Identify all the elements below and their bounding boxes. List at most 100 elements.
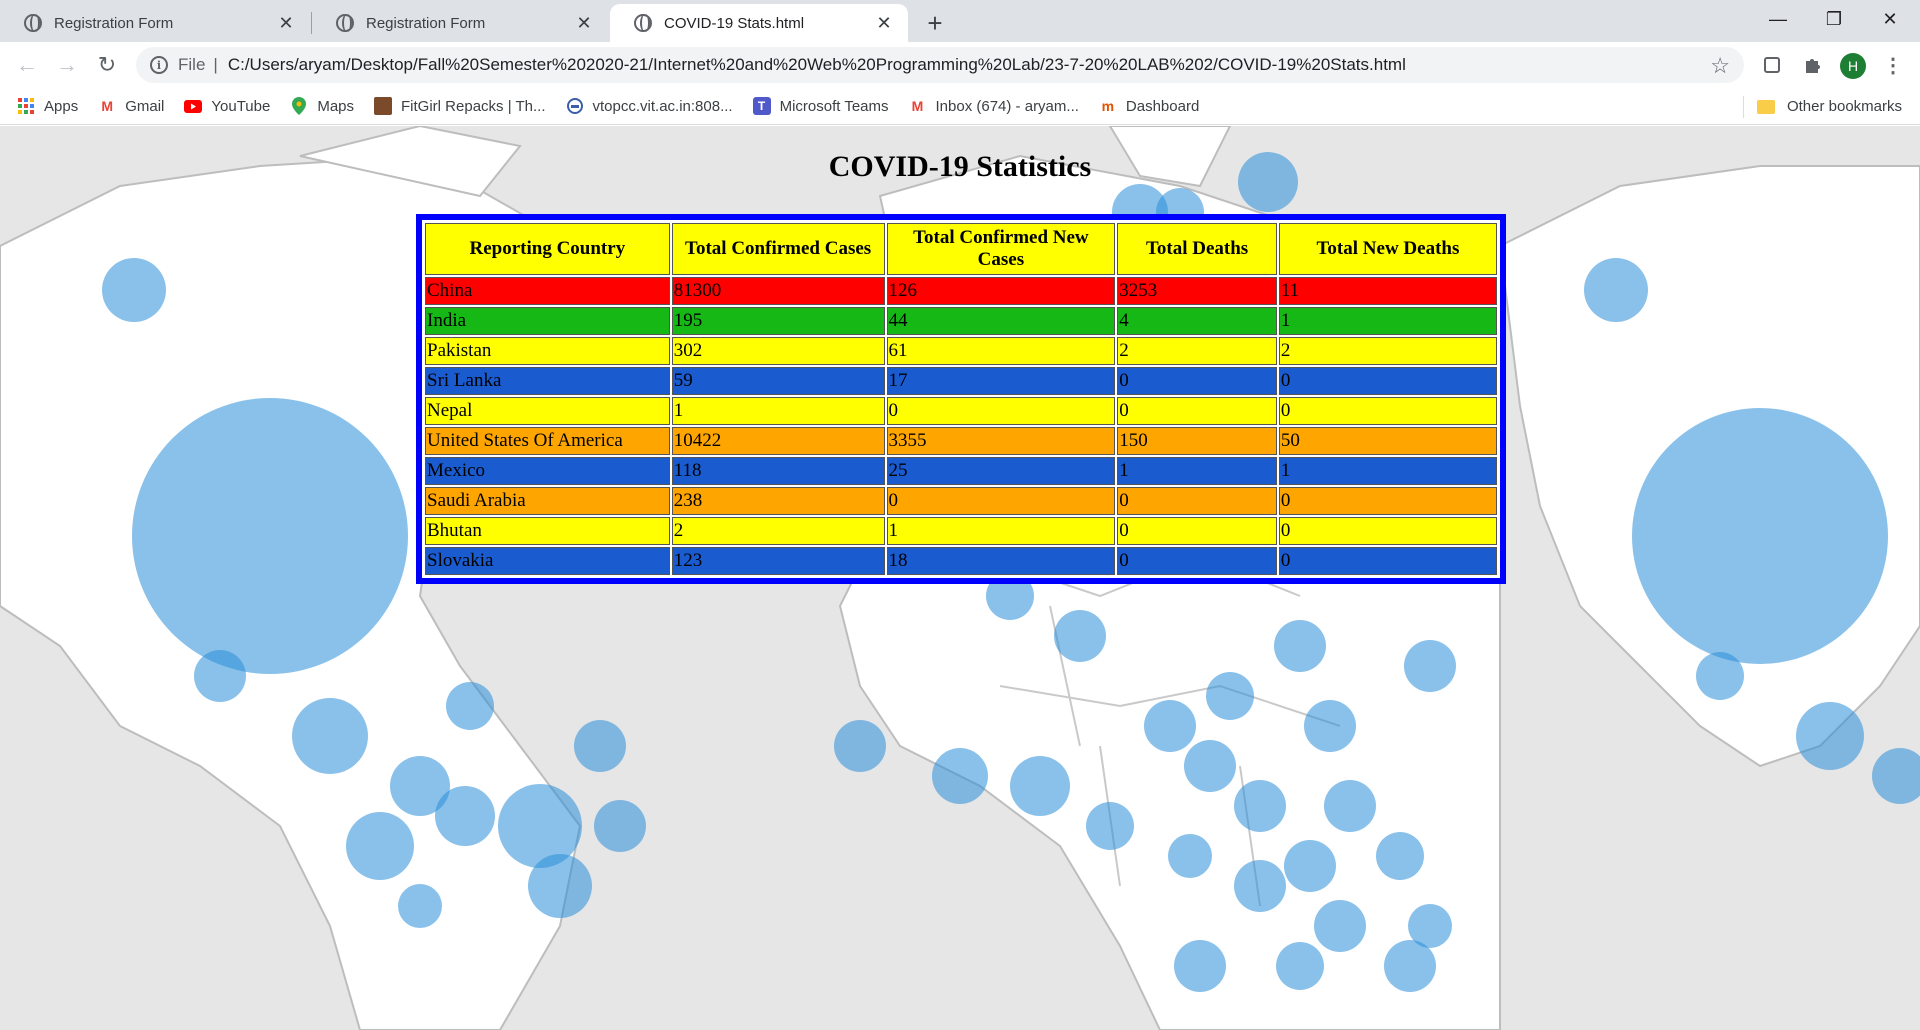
table-cell: 11 bbox=[1278, 277, 1497, 305]
table-row: India 195 44 4 1 bbox=[425, 307, 1497, 335]
bookmark-label: FitGirl Repacks | Th... bbox=[401, 97, 546, 115]
table-cell: Sri Lanka bbox=[425, 367, 670, 395]
bookmark-gmail[interactable]: M Gmail bbox=[98, 97, 164, 115]
table-cell: 3355 bbox=[886, 427, 1116, 455]
table-cell: 81300 bbox=[671, 277, 885, 305]
tab-strip: Registration Form ✕ Registration Form ✕ … bbox=[0, 0, 1920, 42]
bookmark-other[interactable]: Other bookmarks bbox=[1756, 88, 1902, 125]
extension-square-icon[interactable] bbox=[1759, 52, 1785, 78]
new-tab-plus-icon[interactable]: + bbox=[927, 7, 943, 38]
address-bar[interactable]: i File | C:/Users/aryam/Desktop/Fall%20S… bbox=[136, 47, 1744, 83]
info-icon[interactable]: i bbox=[150, 56, 168, 74]
table-cell: Slovakia bbox=[425, 547, 670, 575]
close-icon[interactable]: ✕ bbox=[876, 12, 892, 33]
page-title: COVID-19 Statistics bbox=[828, 150, 1092, 183]
table-row: Pakistan 302 61 2 2 bbox=[425, 337, 1497, 365]
table-cell: 195 bbox=[671, 307, 885, 335]
table-row: United States Of America 10422 3355 150 50 bbox=[425, 427, 1497, 455]
tab-registration-form-2[interactable]: Registration Form ✕ bbox=[312, 4, 608, 42]
apps-grid-icon bbox=[18, 98, 34, 114]
address-separator: | bbox=[213, 55, 218, 74]
profile-avatar[interactable]: H bbox=[1840, 53, 1866, 79]
table-cell: 0 bbox=[1278, 397, 1497, 425]
restore-icon[interactable]: ❐ bbox=[1825, 8, 1843, 29]
table-cell: 0 bbox=[1117, 397, 1277, 425]
browser-toolbar: ← → ↻ i File | C:/Users/aryam/Desktop/Fa… bbox=[0, 42, 1920, 88]
menu-kebab-icon[interactable]: ⋮ bbox=[1883, 54, 1903, 77]
bookmarks-separator bbox=[1743, 96, 1744, 118]
bookmark-label: Microsoft Teams bbox=[779, 97, 889, 115]
close-icon[interactable]: ✕ bbox=[278, 12, 294, 33]
table-cell: Saudi Arabia bbox=[425, 487, 670, 515]
back-arrow-icon[interactable]: ← bbox=[16, 52, 38, 77]
table-cell: 4 bbox=[1117, 307, 1277, 335]
bookmark-label: Maps bbox=[317, 97, 355, 115]
table-cell: 1 bbox=[1117, 457, 1277, 485]
table-row: Slovakia 123 18 0 0 bbox=[425, 547, 1497, 575]
dashboard-icon: m bbox=[1101, 98, 1115, 114]
table-cell: 1 bbox=[886, 517, 1116, 545]
table-cell: 0 bbox=[1278, 547, 1497, 575]
table-header-row: Reporting Country Total Confirmed Cases … bbox=[425, 223, 1497, 275]
bookmark-label: Inbox (674) - aryam... bbox=[935, 97, 1079, 115]
gmail-icon: M bbox=[101, 98, 114, 114]
bookmark-youtube[interactable]: YouTube bbox=[184, 97, 270, 115]
folder-icon bbox=[1756, 99, 1775, 114]
table-cell: United States Of America bbox=[425, 427, 670, 455]
maps-pin-icon bbox=[290, 97, 308, 115]
tab-covid-stats[interactable]: COVID-19 Stats.html ✕ bbox=[610, 4, 908, 42]
globe-icon bbox=[336, 14, 354, 32]
table-cell: 1 bbox=[671, 397, 885, 425]
table-row: Mexico 118 25 1 1 bbox=[425, 457, 1497, 485]
youtube-icon bbox=[184, 97, 203, 115]
extensions-puzzle-icon[interactable] bbox=[1799, 52, 1825, 78]
header-reporting-country: Reporting Country bbox=[425, 223, 670, 275]
table-row: China 81300 126 3253 11 bbox=[425, 277, 1497, 305]
table-cell: 50 bbox=[1278, 427, 1497, 455]
table-cell: 18 bbox=[886, 547, 1116, 575]
scheme-label: File bbox=[178, 55, 206, 74]
forward-arrow-icon[interactable]: → bbox=[56, 52, 78, 77]
table-cell: 10422 bbox=[671, 427, 885, 455]
header-total-new-deaths: Total New Deaths bbox=[1278, 223, 1497, 275]
bookmark-fitgirl[interactable]: FitGirl Repacks | Th... bbox=[374, 97, 546, 115]
table-cell: 0 bbox=[1117, 487, 1277, 515]
address-url[interactable]: C:/Users/aryam/Desktop/Fall%20Semester%2… bbox=[227, 55, 1406, 74]
table-cell: 0 bbox=[1117, 517, 1277, 545]
bookmark-label: Other bookmarks bbox=[1786, 98, 1902, 115]
table-cell: 0 bbox=[886, 397, 1116, 425]
table-cell: 2 bbox=[1278, 337, 1497, 365]
table-row: Bhutan 2 1 0 0 bbox=[425, 517, 1497, 545]
table-cell: Nepal bbox=[425, 397, 670, 425]
fitgirl-icon bbox=[374, 97, 393, 115]
bookmark-apps[interactable]: Apps bbox=[18, 98, 78, 115]
table-row: Sri Lanka 59 17 0 0 bbox=[425, 367, 1497, 395]
table-cell: 0 bbox=[1278, 517, 1497, 545]
bookmark-dashboard[interactable]: m Dashboard bbox=[1099, 97, 1200, 115]
bookmark-maps[interactable]: Maps bbox=[290, 97, 354, 115]
table-cell: 0 bbox=[1278, 487, 1497, 515]
table-cell: 59 bbox=[671, 367, 885, 395]
bookmark-teams[interactable]: T Microsoft Teams bbox=[752, 97, 889, 115]
table-cell: 302 bbox=[671, 337, 885, 365]
table-cell: 150 bbox=[1117, 427, 1277, 455]
globe-icon bbox=[24, 14, 42, 32]
table-cell: 61 bbox=[886, 337, 1116, 365]
minimize-icon[interactable]: — bbox=[1769, 8, 1787, 29]
close-icon[interactable]: ✕ bbox=[576, 12, 592, 33]
table-cell: 1 bbox=[1278, 307, 1497, 335]
bookmark-vtop[interactable]: vtopcc.vit.ac.in:808... bbox=[566, 97, 733, 115]
bookmark-label: vtopcc.vit.ac.in:808... bbox=[592, 97, 733, 115]
table-cell: 2 bbox=[1117, 337, 1277, 365]
tab-registration-form-1[interactable]: Registration Form ✕ bbox=[0, 4, 310, 42]
bookmark-inbox[interactable]: M Inbox (674) - aryam... bbox=[909, 97, 1079, 115]
covid-stats-table: Reporting Country Total Confirmed Cases … bbox=[423, 221, 1499, 577]
gmail-icon: M bbox=[911, 98, 924, 114]
header-total-confirmed-new-cases: Total Confirmed New Cases bbox=[886, 223, 1116, 275]
bookmark-star-icon[interactable]: ☆ bbox=[1710, 53, 1730, 78]
window-close-icon[interactable]: ✕ bbox=[1882, 8, 1898, 29]
reload-icon[interactable]: ↻ bbox=[97, 52, 117, 77]
teams-icon: T bbox=[752, 97, 771, 115]
table-cell: India bbox=[425, 307, 670, 335]
bookmarks-bar: Apps M Gmail YouTube Maps FitGirl Repack… bbox=[0, 88, 1920, 125]
